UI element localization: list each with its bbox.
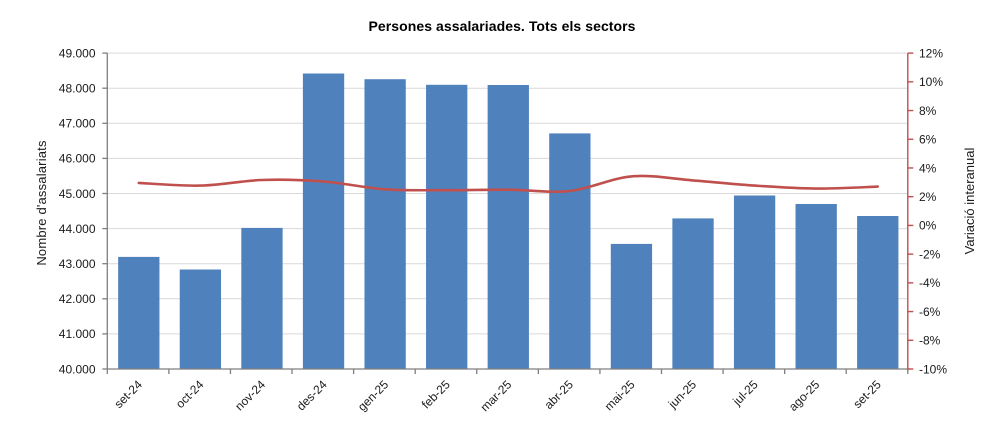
svg-text:43.000: 43.000	[59, 257, 96, 271]
svg-text:-6%: -6%	[919, 305, 941, 319]
svg-text:-8%: -8%	[919, 334, 941, 348]
svg-text:49.000: 49.000	[59, 46, 96, 60]
svg-text:Persones assalariades. Tots el: Persones assalariades. Tots els sectors	[368, 18, 635, 34]
svg-text:2%: 2%	[919, 190, 937, 204]
svg-text:-10%: -10%	[919, 362, 947, 376]
svg-text:6%: 6%	[919, 133, 937, 147]
svg-text:41.000: 41.000	[59, 327, 96, 341]
svg-text:40.000: 40.000	[59, 362, 96, 376]
svg-text:12%: 12%	[919, 46, 943, 60]
svg-text:46.000: 46.000	[59, 152, 96, 166]
svg-text:Nombre d'assalariats: Nombre d'assalariats	[34, 140, 49, 266]
svg-text:10%: 10%	[919, 75, 943, 89]
svg-text:4%: 4%	[919, 161, 937, 175]
svg-text:48.000: 48.000	[59, 82, 96, 96]
svg-text:0%: 0%	[919, 219, 937, 233]
svg-text:42.000: 42.000	[59, 292, 96, 306]
svg-text:44.000: 44.000	[59, 222, 96, 236]
svg-text:-4%: -4%	[919, 276, 941, 290]
svg-text:45.000: 45.000	[59, 187, 96, 201]
svg-text:Variació interanual: Variació interanual	[962, 148, 977, 255]
svg-text:47.000: 47.000	[59, 117, 96, 131]
svg-text:8%: 8%	[919, 104, 937, 118]
svg-text:-2%: -2%	[919, 247, 941, 261]
